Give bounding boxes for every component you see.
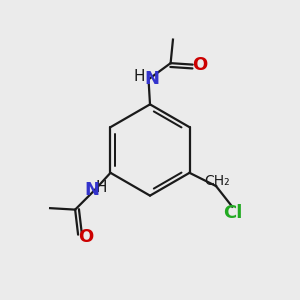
Text: N: N (84, 181, 99, 199)
Text: O: O (78, 228, 93, 246)
Text: CH₂: CH₂ (204, 174, 230, 188)
Text: O: O (192, 56, 208, 74)
Text: H: H (96, 180, 107, 195)
Text: Cl: Cl (224, 204, 243, 222)
Text: H: H (134, 70, 146, 85)
Text: N: N (145, 70, 160, 88)
